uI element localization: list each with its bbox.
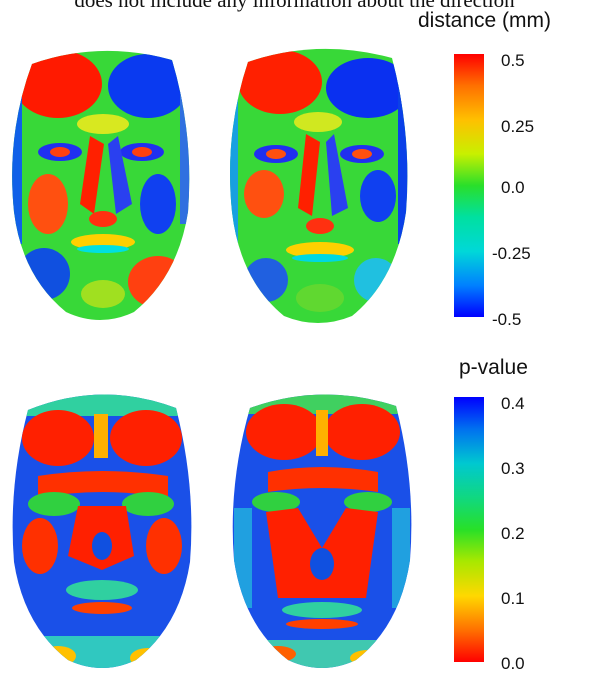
- distance-color-scale-bar: [454, 54, 484, 317]
- face-pvalue-map-right: [232, 394, 412, 668]
- face-distance-map-right: [230, 48, 408, 324]
- distance-tick-label: -0.5: [492, 310, 522, 329]
- pvalue-tick-label: 0.0: [501, 654, 525, 673]
- pvalue-tick-label: 0.2: [501, 524, 525, 543]
- distance-tick-label: 0.5: [501, 51, 525, 70]
- pvalue-tick-label: 0.3: [501, 459, 525, 478]
- pvalue-tick-label: 0.1: [501, 589, 525, 608]
- face-distance-map-left: [12, 50, 190, 321]
- pvalue-tick-label: 0.4: [501, 394, 525, 413]
- distance-tick-label: 0.0: [501, 178, 525, 197]
- pvalue-legend-title: p-value: [459, 356, 528, 379]
- pvalue-color-scale-bar: [454, 397, 484, 662]
- distance-tick-label: -0.25: [492, 244, 531, 263]
- caption-fragment: does not include any information about t…: [74, 0, 515, 12]
- distance-legend-title: distance (mm): [418, 9, 552, 32]
- distance-tick-label: 0.25: [501, 117, 535, 136]
- face-pvalue-map-left: [12, 394, 192, 669]
